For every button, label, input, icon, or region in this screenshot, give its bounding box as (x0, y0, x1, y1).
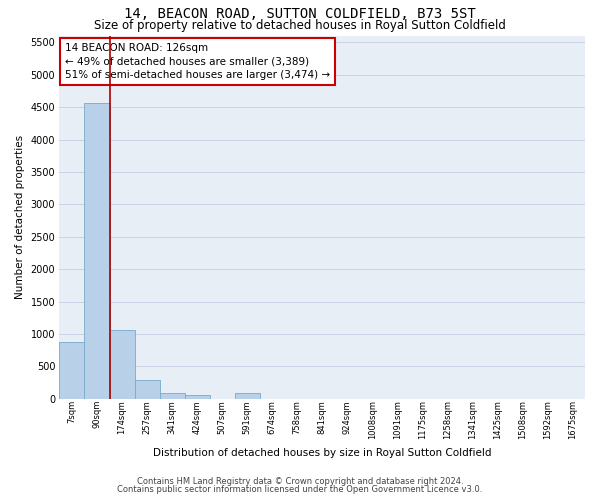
Bar (235, 394, 260, 398)
Bar (160, 394, 185, 398)
Text: Contains HM Land Registry data © Crown copyright and database right 2024.: Contains HM Land Registry data © Crown c… (137, 477, 463, 486)
Text: 14 BEACON ROAD: 126sqm
← 49% of detached houses are smaller (3,389)
51% of semi-: 14 BEACON ROAD: 126sqm ← 49% of detached… (65, 44, 330, 80)
Text: Contains public sector information licensed under the Open Government Licence v3: Contains public sector information licen… (118, 485, 482, 494)
Bar (85, 104, 110, 399)
Bar (134, 380, 160, 398)
Bar (59, 342, 85, 398)
X-axis label: Distribution of detached houses by size in Royal Sutton Coldfield: Distribution of detached houses by size … (153, 448, 491, 458)
Bar (185, 395, 209, 398)
Bar (110, 330, 134, 398)
Y-axis label: Number of detached properties: Number of detached properties (15, 136, 25, 300)
Text: 14, BEACON ROAD, SUTTON COLDFIELD, B73 5ST: 14, BEACON ROAD, SUTTON COLDFIELD, B73 5… (124, 8, 476, 22)
Text: Size of property relative to detached houses in Royal Sutton Coldfield: Size of property relative to detached ho… (94, 18, 506, 32)
